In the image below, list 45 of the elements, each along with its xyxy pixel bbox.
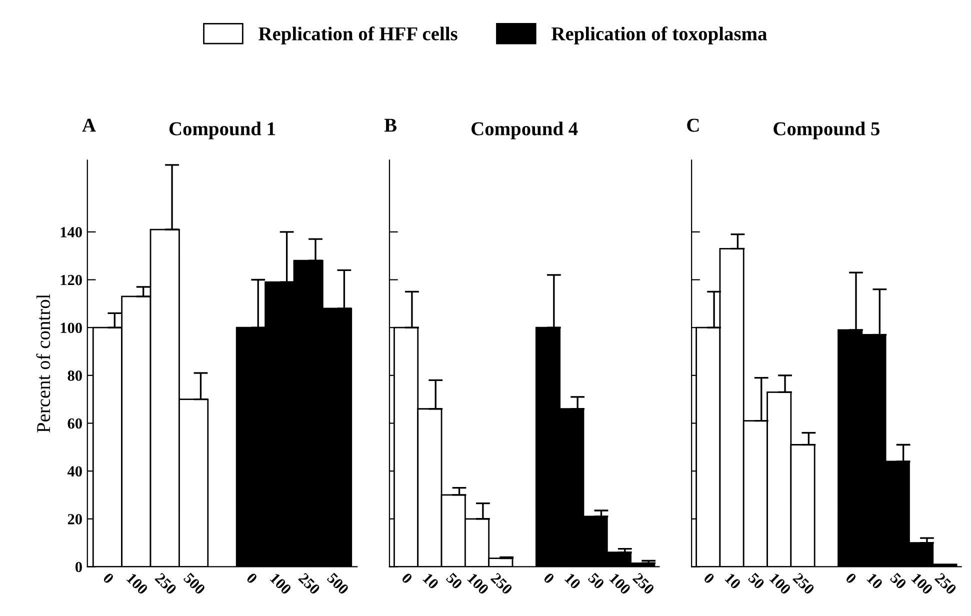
- y-tick-label: 0: [75, 562, 82, 572]
- x-tick-label: 500: [183, 572, 206, 595]
- x-tick-label: 250: [934, 572, 958, 595]
- x-tick-label: 250: [632, 572, 655, 595]
- y-tick-label: 140: [60, 227, 82, 238]
- x-tick-label: 250: [298, 572, 321, 595]
- x-tick-label: 50: [748, 572, 766, 590]
- text: B: [384, 118, 397, 132]
- y-tick-label: 60: [68, 418, 82, 429]
- x-tick-label: 10: [724, 572, 742, 590]
- x-tick-label: 100: [126, 572, 148, 595]
- text: C: [687, 118, 699, 132]
- chart-title: Compound 5: [774, 122, 880, 140]
- y-tick-label: 40: [67, 466, 82, 477]
- x-tick-label: 10: [422, 572, 440, 590]
- y-axis-title: Percent of control: [36, 294, 50, 433]
- text: A: [82, 118, 96, 132]
- x-tick-label: 100: [769, 572, 792, 595]
- x-tick-label: 250: [154, 572, 178, 595]
- x-tick-label: 0: [246, 572, 258, 584]
- x-tick-label: 0: [703, 572, 716, 584]
- x-tick-label: 0: [543, 572, 555, 584]
- legend-label: Replication of toxoplasma: [552, 26, 767, 44]
- y-tick-label: 20: [68, 514, 82, 524]
- x-tick-label: 250: [490, 572, 513, 595]
- x-tick-label: 0: [845, 572, 857, 584]
- x-tick-label: 250: [792, 572, 816, 595]
- x-tick-label: 100: [467, 572, 490, 595]
- y-tick-label: 120: [60, 274, 82, 286]
- x-tick-label: 0: [102, 572, 114, 584]
- x-tick-label: 100: [911, 572, 934, 595]
- x-tick-label: 100: [609, 572, 632, 595]
- chart-title: Compound 1: [169, 122, 276, 140]
- chart-title: Compound 4: [472, 122, 578, 140]
- x-tick-label: 100: [270, 572, 292, 595]
- x-tick-label: 0: [401, 572, 413, 584]
- x-tick-label: 500: [326, 572, 350, 595]
- x-tick-label: 50: [588, 572, 605, 590]
- legend-label: Replication of HFF cells: [258, 26, 458, 44]
- x-tick-label: 10: [564, 572, 582, 590]
- y-tick-label: 100: [60, 322, 82, 334]
- x-tick-label: 50: [890, 572, 907, 590]
- x-tick-label: 10: [866, 572, 884, 590]
- x-tick-label: 50: [446, 572, 463, 590]
- y-tick-label: 80: [68, 370, 82, 381]
